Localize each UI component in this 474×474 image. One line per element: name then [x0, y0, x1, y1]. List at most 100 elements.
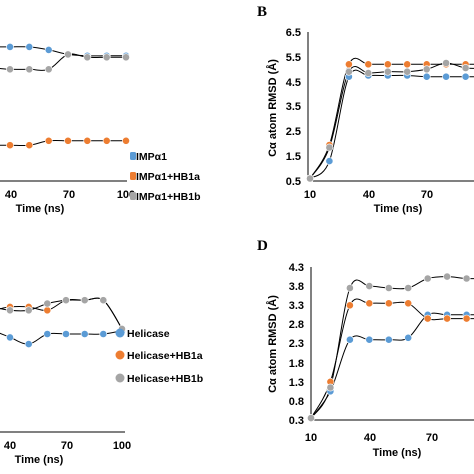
panel-d-point-helicase-hb1b-40 — [365, 282, 374, 290]
panel-b-x-tick-70: 70 — [421, 189, 433, 201]
panel-d-x-axis-title: Time (ns) — [373, 447, 422, 459]
panel-a-point-impa1-hb1b-90 — [102, 53, 111, 62]
panel-d-y-tick-2.8: 2.8 — [289, 319, 304, 331]
panel-b-y-tick-0.5: 0.5 — [286, 176, 301, 188]
panel-d-x-tick-40: 40 — [364, 432, 376, 444]
legend-swatch-impa1-hb1a — [130, 172, 136, 180]
panel-a-point-impa1-hb1a-100 — [122, 136, 130, 145]
panel-d-x-tick-70: 70 — [426, 432, 438, 444]
panel-c-point-helicase-hb1b-60 — [43, 299, 52, 308]
panel-b-point-impa1-hb1a-30 — [344, 60, 353, 69]
legend-label-impa1: IMPα1 — [136, 151, 167, 163]
panel-c-point-helicase-hb1b-80 — [80, 296, 89, 305]
panel-d-point-helicase-hb1a-50 — [384, 299, 393, 308]
panel-d-point-helicase-hb1a-60 — [404, 299, 413, 308]
panel-b-y-tick-4.5: 4.5 — [286, 77, 301, 89]
panel-b-y-tick-3.5: 3.5 — [286, 101, 301, 113]
panel-a-point-impa1-hb1a-90 — [102, 136, 111, 145]
panel-d-point-helicase-hb1b-30 — [345, 284, 354, 292]
panel-c-point-helicase-80 — [80, 330, 89, 338]
panel-b-point-impa1-90 — [461, 72, 470, 81]
panel-c-line-helicase-hb1b — [0, 297, 123, 330]
panel-b-x-axis-title: Time (ns) — [374, 203, 423, 215]
legend-swatch-impa1-hb1b — [130, 192, 136, 200]
panel-b-point-impa1-hb1b-30 — [344, 67, 353, 76]
panel-c-point-helicase-90 — [99, 330, 108, 338]
panel-d-point-helicase-30 — [345, 335, 354, 344]
panel-d-line-helicase — [310, 312, 474, 419]
panel-c-x-tick-100: 100 — [113, 440, 131, 452]
panel-d: D 0.3 0.8 1.3 1.8 2.3 2.8 3.3 3.8 4.3 10… — [257, 238, 474, 459]
panel-b-y-tick-2.5: 2.5 — [286, 126, 301, 138]
panel-d-point-helicase-hb1a-70 — [423, 314, 432, 323]
panel-b-point-impa1-hb1a-60 — [403, 60, 412, 69]
panel-b: B 0.5 1.5 2.5 3.5 4.5 5.5 6.5 10 40 70 T… — [257, 4, 474, 215]
panel-d-point-helicase-hb1b-80 — [443, 272, 451, 281]
legend-label-impa1-hb1b: IMPα1+HB1b — [136, 191, 201, 203]
panel-a: 40 70 100 Time (ns) IMPα1 IMPα1+HB1a IMP… — [0, 43, 201, 215]
legend-marker-helicase — [115, 328, 125, 338]
panel-b-point-impa1-20 — [325, 157, 334, 165]
panel-b-point-impa1-hb1a-50 — [383, 60, 392, 69]
panel-a-x-tick-70: 70 — [63, 189, 75, 201]
panel-d-y-tick-3.8: 3.8 — [289, 281, 304, 293]
panel-b-x-tick-40: 40 — [363, 189, 375, 201]
panel-a-plot-area — [0, 43, 130, 150]
panel-a-point-impa1-hb1a-50 — [25, 141, 34, 150]
panel-a-point-impa1-hb1b-50 — [25, 65, 34, 74]
panel-a-point-impa1-hb1a-60 — [44, 136, 53, 145]
panel-c-point-helicase-hb1a-60 — [43, 306, 52, 315]
panel-a-point-impa1-hb1a-80 — [83, 136, 92, 145]
legend-label-impa1-hb1a: IMPα1+HB1a — [136, 171, 200, 183]
panel-b-point-impa1-hb1b-80 — [442, 59, 450, 67]
panel-d-point-helicase-60 — [404, 333, 413, 342]
panel-d-y-tick-2.3: 2.3 — [289, 338, 304, 350]
panel-c-point-helicase-70 — [62, 330, 70, 338]
panel-a-point-impa1-hb1a-70 — [64, 136, 72, 145]
panel-b-x-tick-10: 10 — [304, 189, 316, 201]
panel-d-y-tick-3.3: 3.3 — [289, 300, 304, 312]
panel-c-legend: Helicase Helicase+HB1a Helicase+HB1b — [115, 328, 203, 385]
legend-swatch-impa1 — [130, 152, 136, 160]
panel-a-point-impa1-hb1b-70 — [64, 50, 72, 59]
panel-b-point-impa1-hb1b-40 — [364, 69, 373, 77]
legend-marker-helicase-hb1a — [115, 350, 125, 360]
panel-d-point-helicase-hb1a-40 — [365, 299, 374, 308]
panel-b-point-impa1-hb1b-70 — [422, 65, 431, 74]
panel-d-point-helicase-hb1b-60 — [404, 284, 413, 292]
panel-a-point-impa1-60 — [44, 46, 53, 54]
panel-a-legend: IMPα1 IMPα1+HB1a IMPα1+HB1b — [130, 151, 201, 203]
panel-b-y-tick-5.5: 5.5 — [286, 52, 301, 64]
panel-b-point-impa1-hb1b-10 — [306, 174, 314, 183]
legend-label-helicase-hb1a: Helicase+HB1a — [127, 350, 203, 362]
panel-d-point-helicase-hb1b-20 — [326, 383, 335, 392]
panel-c-point-helicase-hb1b-40 — [6, 306, 14, 315]
panel-a-x-axis-title: Time (ns) — [16, 203, 65, 215]
panel-d-y-tick-4.3: 4.3 — [289, 262, 304, 274]
panel-a-point-impa1-50 — [25, 43, 34, 51]
panel-d-point-helicase-hb1b-10 — [307, 414, 315, 422]
panel-d-point-helicase-hb1b-50 — [384, 284, 393, 292]
panel-c-point-helicase-40 — [6, 333, 14, 342]
panel-d-y-axis-title: Cα atom RMSD (Å) — [266, 295, 279, 393]
panel-a-point-impa1-hb1b-60 — [44, 65, 53, 74]
panel-d-point-helicase-hb1a-30 — [345, 301, 354, 310]
legend-label-helicase: Helicase — [127, 328, 170, 340]
panel-b-point-impa1-hb1b-50 — [383, 67, 392, 76]
panel-c-point-helicase-hb1b-90 — [99, 296, 108, 305]
panel-b-y-axis-title: Cα atom RMSD (Å) — [266, 59, 279, 157]
panel-d-point-helicase-hb1a-90 — [462, 314, 471, 323]
panel-d-letter: D — [257, 238, 268, 254]
panel-c-x-tick-40: 40 — [4, 440, 16, 452]
panel-b-y-tick-1.5: 1.5 — [286, 151, 301, 163]
panel-c-x-axis-title: Time (ns) — [15, 454, 64, 466]
panel-d-line-helicase-hb1b — [310, 276, 474, 419]
legend-marker-helicase-hb1b — [115, 373, 125, 383]
panel-d-point-helicase-hb1a-80 — [443, 314, 451, 323]
panel-c-point-helicase-hb1b-70 — [62, 296, 70, 305]
panel-d-y-tick-0.3: 0.3 — [289, 415, 304, 427]
panel-d-x-tick-10: 10 — [305, 432, 317, 444]
panel-a-point-impa1-hb1b-80 — [83, 53, 92, 62]
panel-d-y-tick-0.8: 0.8 — [289, 396, 304, 408]
